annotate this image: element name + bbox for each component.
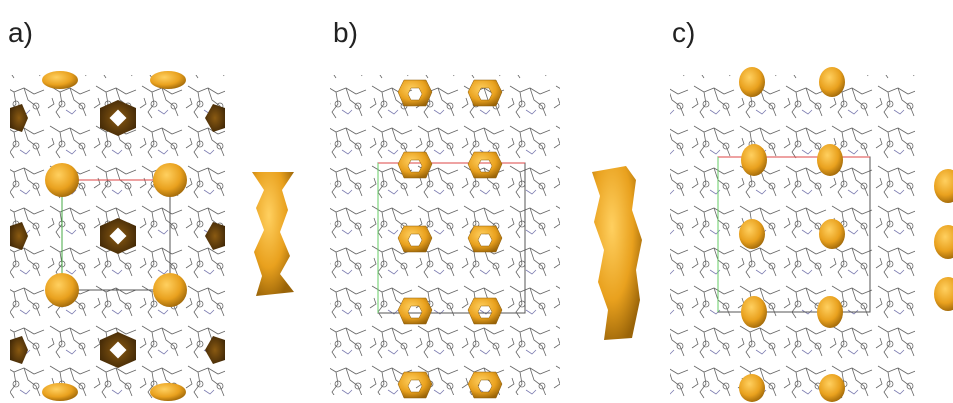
figure: a) b) c)	[0, 0, 953, 403]
panel-c	[670, 67, 953, 402]
panel-b	[330, 75, 642, 398]
panel-label: c)	[672, 17, 695, 48]
panel-label: b)	[333, 17, 358, 48]
framework	[670, 75, 915, 400]
panel-a	[10, 71, 294, 401]
panel-label: a)	[8, 17, 33, 48]
